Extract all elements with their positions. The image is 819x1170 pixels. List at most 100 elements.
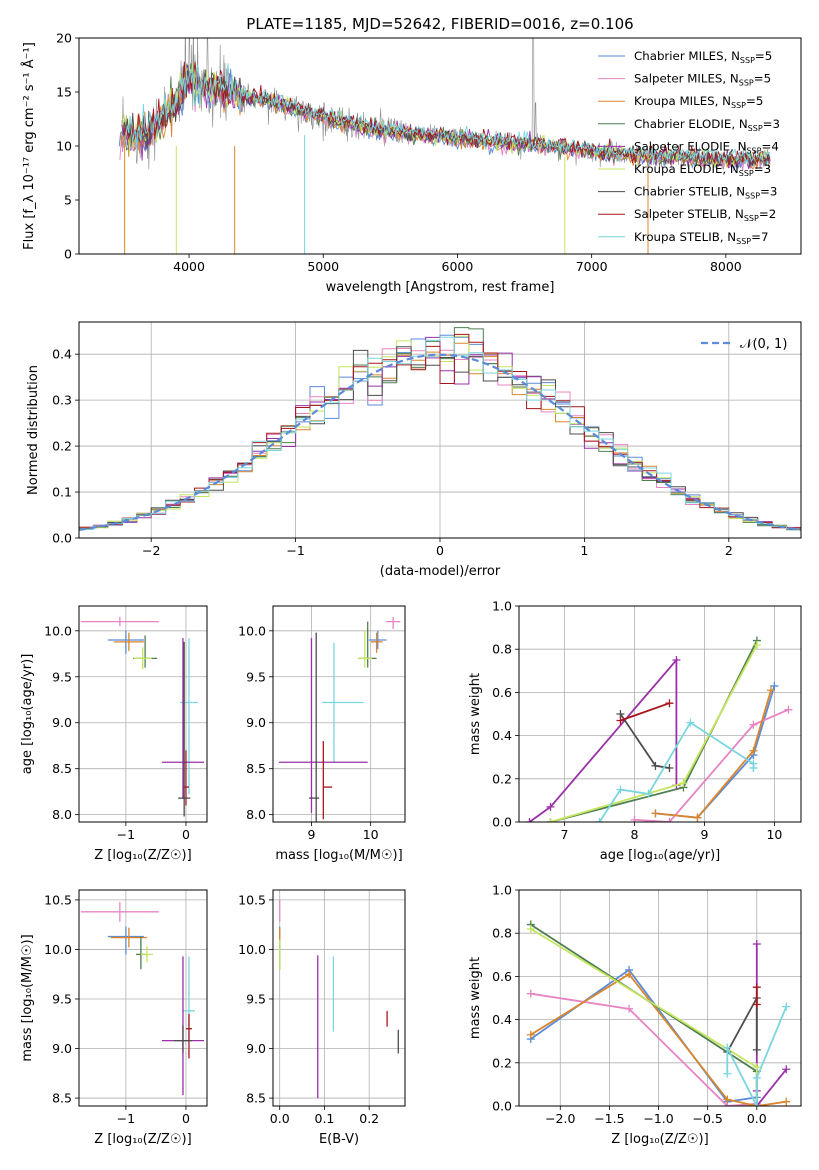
legend-label: Chabrier STELIB, NSSP=3 xyxy=(634,185,777,201)
weight-marker xyxy=(770,681,779,690)
y-tick-label: 9.5 xyxy=(246,669,266,684)
error-bar xyxy=(357,630,372,668)
x-tick-label: 0.0 xyxy=(270,1111,290,1126)
axes-frame xyxy=(78,605,208,823)
y-axis-label: mass [log₁₀(M/M☉)] xyxy=(20,934,35,1061)
error-bar xyxy=(161,638,204,800)
axes-frame xyxy=(78,889,208,1107)
weight-marker xyxy=(665,764,674,772)
y-axis-label: Normed distribution xyxy=(26,365,41,495)
x-tick-label: 9 xyxy=(700,827,708,842)
x-axis-label: Z [log₁₀(Z/Z☉)] xyxy=(611,1132,708,1147)
error-bar xyxy=(133,647,152,670)
plot-area xyxy=(526,920,791,1106)
weight-marker xyxy=(752,1073,761,1082)
figure-title: PLATE=1185, MJD=52642, FIBERID=0016, z=0… xyxy=(246,15,633,33)
plot-area xyxy=(79,327,801,538)
axes-frame xyxy=(272,889,406,1107)
x-axis-label: Z [log₁₀(Z/Z☉)] xyxy=(94,848,191,863)
error-bar xyxy=(113,632,144,652)
y-tick-label: 9.5 xyxy=(52,669,72,684)
weight-marker xyxy=(630,815,639,822)
x-tick-label: 7000 xyxy=(576,259,608,274)
y-tick-label: 0.1 xyxy=(52,485,72,500)
x-tick-label: 7 xyxy=(561,827,569,842)
weight-marker xyxy=(752,1063,761,1072)
legend-label: Kroupa STELIB, NSSP=7 xyxy=(634,230,768,246)
panel-weight-vs-Z: −2.0 −1.5 −1.0 −0.5 0.0 0.0 0.2 0.4 0.6 0.8 1.0 Z [… xyxy=(468,883,802,1147)
legend-label: Salpeter MILES, NSSP=5 xyxy=(634,72,771,88)
weight-marker xyxy=(526,1030,535,1039)
y-tick-label: 10.0 xyxy=(44,942,72,957)
weight-marker xyxy=(546,802,555,811)
panel-weight-vs-age: 7 8 9 10 0.0 0.2 0.4 0.6 0.8 1.0 age [log₁₀(age/yr… xyxy=(468,599,802,863)
y-tick-label: 1.0 xyxy=(492,599,512,614)
y-tick-label: 0.2 xyxy=(492,1055,512,1070)
x-tick-label: 2 xyxy=(725,543,733,558)
weight-line xyxy=(726,1006,788,1106)
weight-marker xyxy=(784,705,793,714)
plot-area xyxy=(525,636,793,822)
weight-marker xyxy=(749,764,758,772)
weight-marker xyxy=(693,813,702,822)
y-tick-label: 10 xyxy=(56,139,72,154)
axes-frame xyxy=(518,889,802,1107)
plot-area xyxy=(279,899,399,1099)
weight-marker xyxy=(752,1102,761,1106)
axes-frame xyxy=(518,605,802,823)
x-tick-label: 6000 xyxy=(442,259,474,274)
weight-marker xyxy=(616,785,625,794)
plot-area xyxy=(118,38,771,254)
legend-label: Chabrier ELODIE, NSSP=3 xyxy=(634,117,780,133)
weight-marker xyxy=(752,1000,761,1009)
error-bar xyxy=(322,741,333,820)
weight-marker xyxy=(752,640,761,649)
model-spectrum xyxy=(124,63,771,166)
model-spectrum xyxy=(120,69,771,170)
weight-marker xyxy=(686,718,695,727)
weight-marker xyxy=(782,1097,791,1106)
legend-label: Salpeter ELODIE, NSSP=4 xyxy=(634,139,779,155)
y-tick-label: 0.4 xyxy=(52,347,72,362)
weight-marker xyxy=(752,983,761,992)
y-tick-label: 8.5 xyxy=(246,761,266,776)
y-tick-label: 8.5 xyxy=(246,1091,266,1106)
model-spectrum xyxy=(123,61,770,166)
weight-line xyxy=(528,657,678,822)
weight-marker xyxy=(595,818,604,822)
panel-age-vs-mass: 9 10 8.0 8.5 9.0 9.5 10.0 mass [log₁₀(M/M☉)] xyxy=(238,605,406,863)
y-tick-label: 15 xyxy=(56,85,72,100)
y-tick-label: 1.0 xyxy=(492,883,512,898)
axes-frame xyxy=(78,321,802,539)
grid xyxy=(79,890,207,1106)
error-bar xyxy=(185,1013,192,1059)
x-axis-label: mass [log₁₀(M/M☉)] xyxy=(275,848,402,863)
weight-marker xyxy=(679,779,688,788)
error-bar xyxy=(322,642,364,763)
weight-marker xyxy=(672,656,681,664)
weight-marker xyxy=(723,1043,732,1052)
x-axis-label: (data-model)/error xyxy=(380,564,501,579)
legend: Chabrier MILES, NSSP=5 Salpeter MILES, NS… xyxy=(598,49,780,246)
y-tick-label: 0.4 xyxy=(492,728,512,743)
plot-area xyxy=(80,901,204,1096)
weight-marker xyxy=(525,818,534,822)
legend-label: Chabrier MILES, NSSP=5 xyxy=(634,49,772,65)
y-tick-label: 0.2 xyxy=(492,771,512,786)
y-axis-label: mass weight xyxy=(468,957,483,1039)
weight-line xyxy=(655,689,772,819)
y-tick-label: 10.5 xyxy=(238,892,266,907)
error-bar xyxy=(173,1025,192,1053)
normal-curve xyxy=(79,353,801,531)
axes-frame xyxy=(272,605,406,823)
legend-label: 𝒩(0, 1) xyxy=(740,337,787,352)
x-tick-label: 0.0 xyxy=(747,1111,767,1126)
x-tick-label: −1 xyxy=(286,543,304,558)
y-tick-label: 9.0 xyxy=(246,1041,266,1056)
y-tick-label: 9.5 xyxy=(52,991,72,1006)
x-tick-label: −2 xyxy=(142,543,160,558)
y-tick-label: 0.0 xyxy=(492,1099,512,1114)
x-tick-label: 8000 xyxy=(710,259,742,274)
y-tick-label: 8.0 xyxy=(52,807,72,822)
